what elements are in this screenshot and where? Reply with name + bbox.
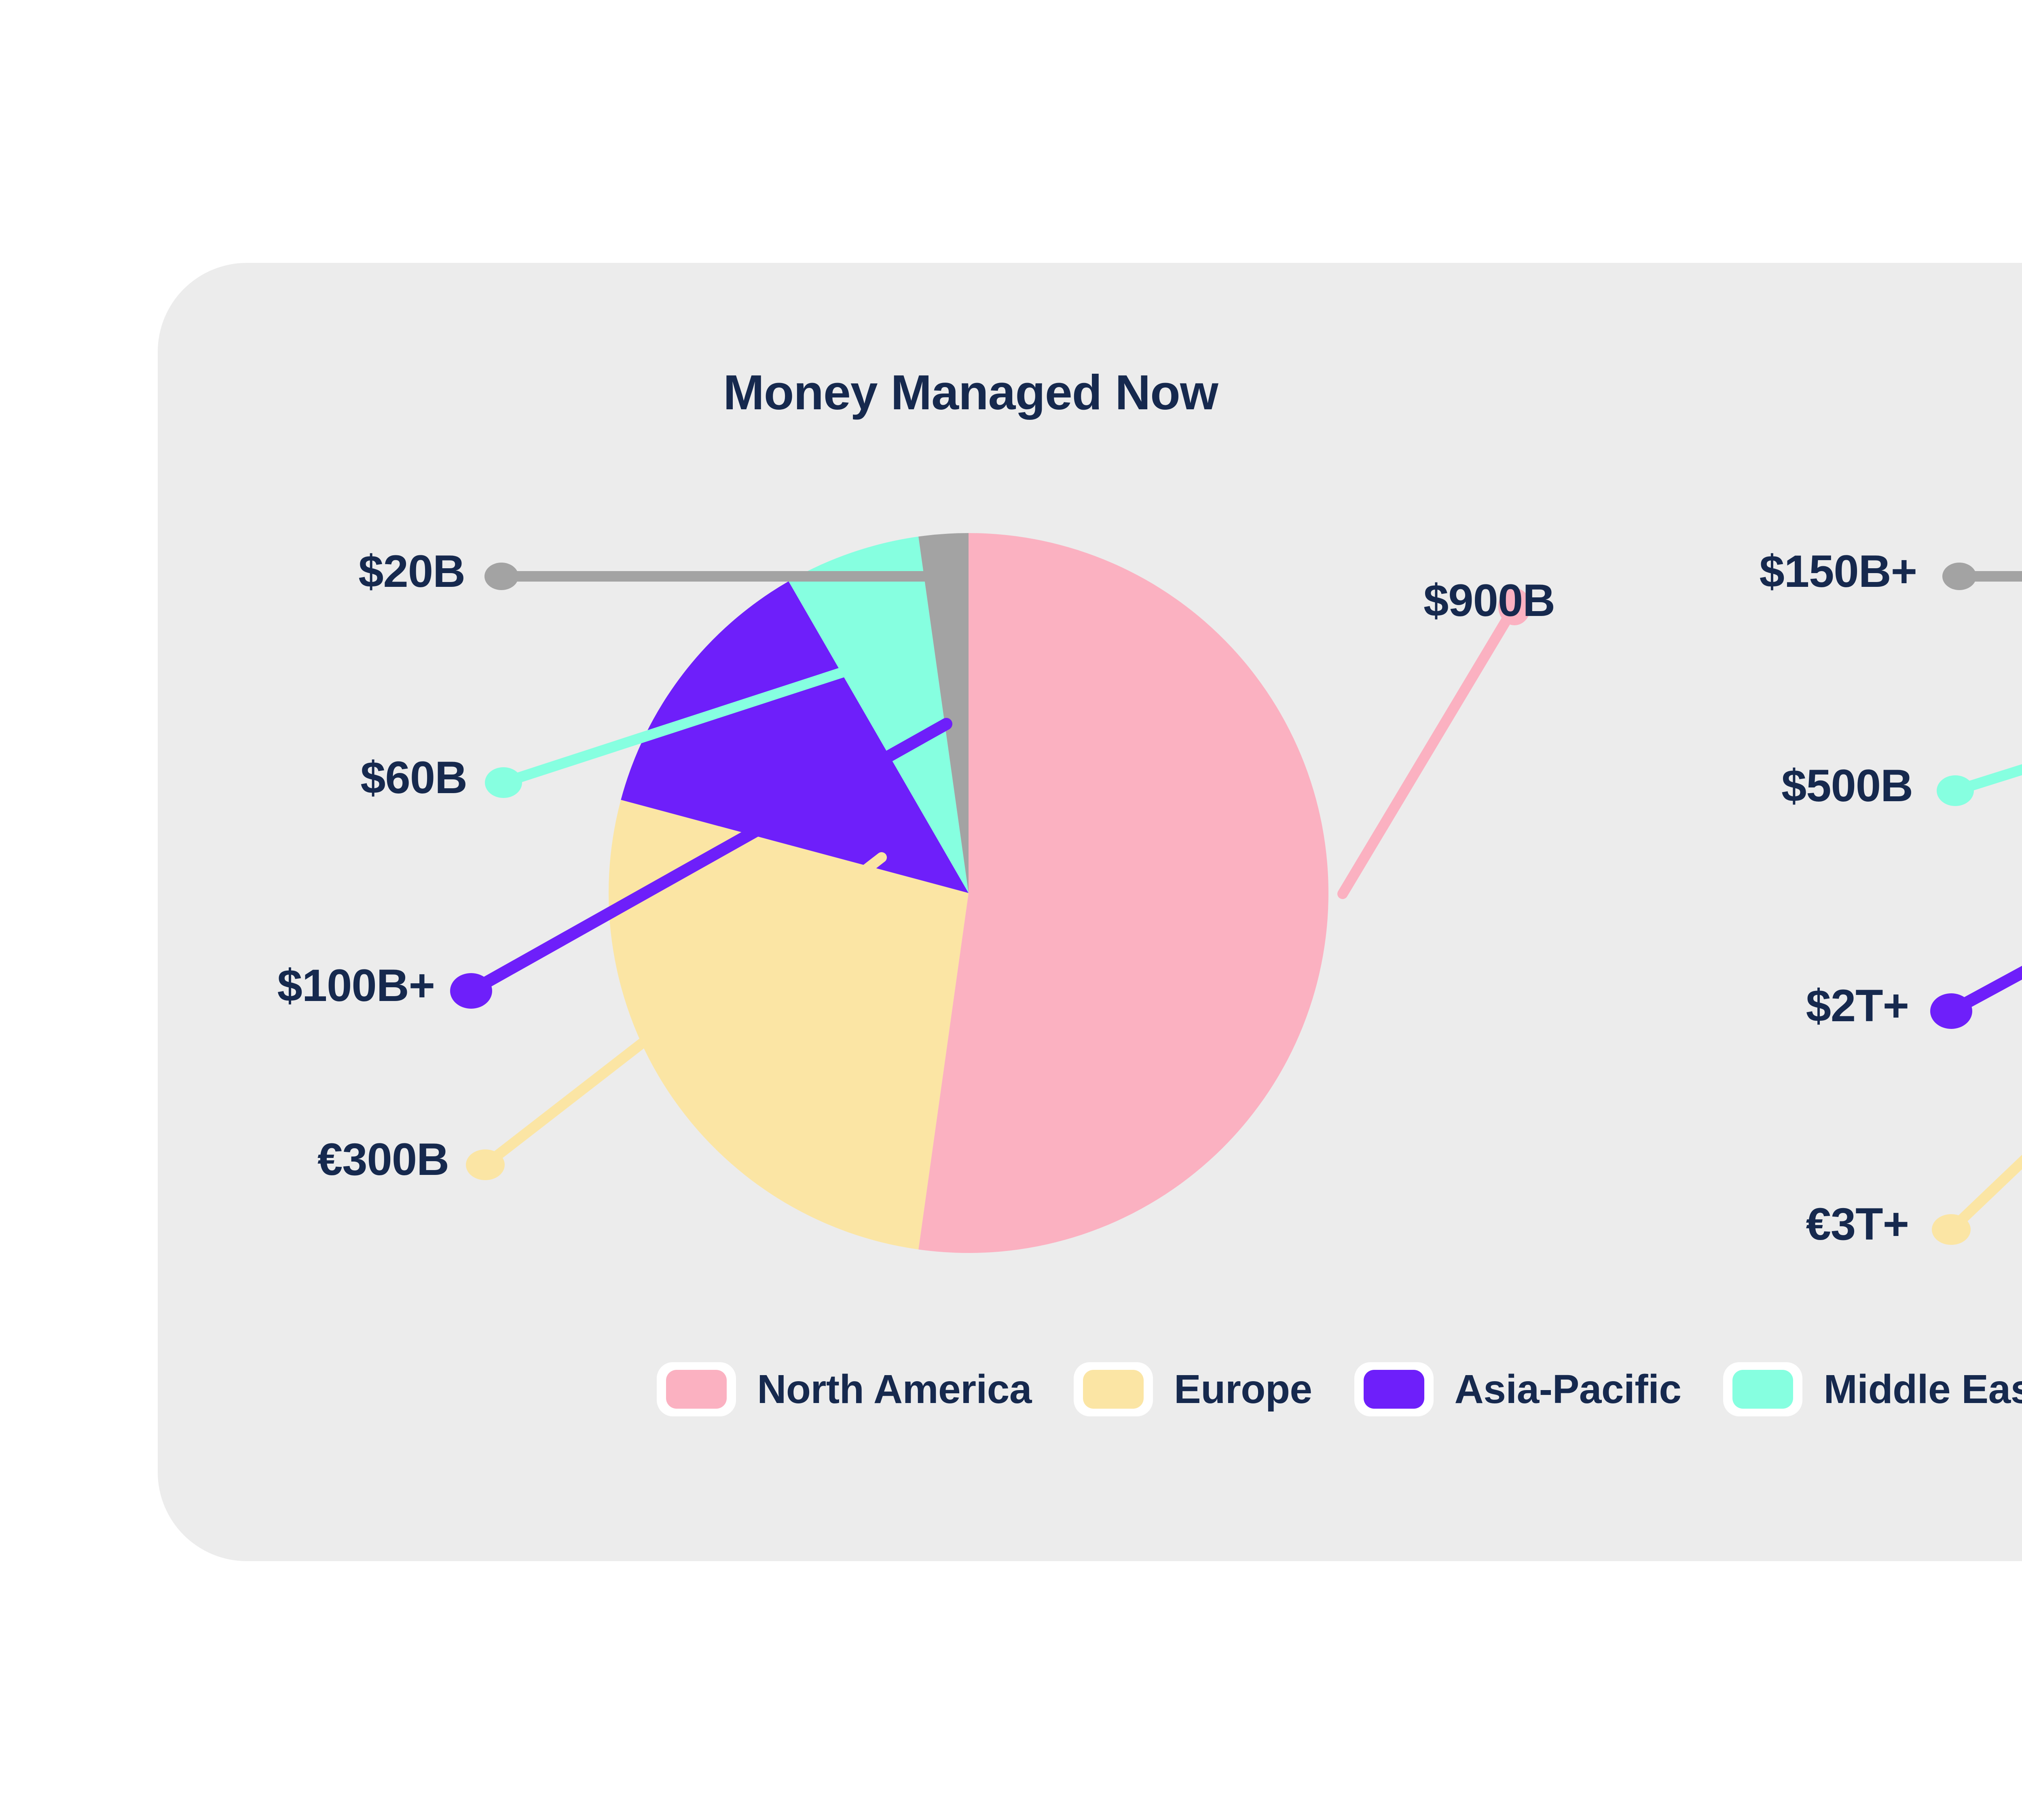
leader-dot xyxy=(1498,588,1531,625)
legend-item-label: Asia-Pacific xyxy=(1454,1366,1681,1412)
legend-item-label: Middle East & Africa xyxy=(1823,1366,2022,1412)
legend-swatch-plate xyxy=(657,1362,736,1416)
leader-dot xyxy=(450,973,492,1009)
pie-chart-money-managed-now xyxy=(609,533,1328,1253)
value-label-europe-now: €300B xyxy=(317,1134,449,1185)
leader-dot xyxy=(1942,563,1976,590)
leader-dot xyxy=(485,767,522,798)
pie-slice[interactable] xyxy=(621,581,969,893)
value-label-north-america-now: $900B xyxy=(1423,575,1555,626)
legend-swatch-color xyxy=(1732,1370,1794,1409)
legend-item-label: Europe xyxy=(1174,1366,1312,1412)
leader-dot xyxy=(1930,993,1972,1029)
legend-item-label: North America xyxy=(757,1366,1032,1412)
legend-asia-pacific[interactable]: Asia-Pacific xyxy=(1354,1362,1681,1416)
leader-dot xyxy=(466,1149,505,1180)
legend-swatch-color xyxy=(1363,1370,1424,1409)
legend-swatch-plate xyxy=(1723,1362,1803,1416)
leader-line xyxy=(1950,764,2022,796)
legend-swatch-color xyxy=(666,1370,727,1409)
pie-slice[interactable] xyxy=(789,536,969,893)
leader-line xyxy=(1337,601,1520,899)
value-label-latin-america-now: $20B xyxy=(358,546,465,597)
pie-slice[interactable] xyxy=(918,533,969,893)
value-label-europe-2030: €3T+ xyxy=(1806,1199,1909,1249)
chart-legend: North America Europe Asia-Pacific Middle Ea… xyxy=(158,1339,2022,1440)
pie-slice[interactable] xyxy=(609,800,969,1250)
legend-europe[interactable]: Europe xyxy=(1074,1362,1312,1416)
chart-title-left: Money Managed Now xyxy=(723,365,1218,420)
leader-line xyxy=(1946,1155,2022,1235)
value-label-mea-now: $60B xyxy=(360,752,467,803)
leader-dot xyxy=(1932,1214,1971,1245)
leader-line xyxy=(465,718,952,997)
leader-dot xyxy=(1937,775,1974,806)
value-label-mea-2030: $500B xyxy=(1781,760,1913,811)
leader-line xyxy=(480,852,887,1170)
legend-swatch-color xyxy=(1083,1370,1144,1409)
value-label-latin-america-2030: $150B+ xyxy=(1759,546,1917,597)
leader-lines-right xyxy=(1930,563,2022,1245)
legend-middle-east-africa[interactable]: Middle East & Africa xyxy=(1723,1362,2022,1416)
leader-dot xyxy=(484,563,518,590)
value-label-asia-pacific-now: $100B+ xyxy=(277,960,435,1011)
legend-swatch-plate xyxy=(1074,1362,1153,1416)
pie-slice[interactable] xyxy=(918,533,1328,1253)
value-label-asia-pacific-2030: $2T+ xyxy=(1806,980,1909,1031)
leader-line xyxy=(498,640,931,788)
legend-swatch-plate xyxy=(1354,1362,1434,1416)
leader-lines-left xyxy=(450,563,1531,1180)
legend-north-america[interactable]: North America xyxy=(657,1362,1032,1416)
